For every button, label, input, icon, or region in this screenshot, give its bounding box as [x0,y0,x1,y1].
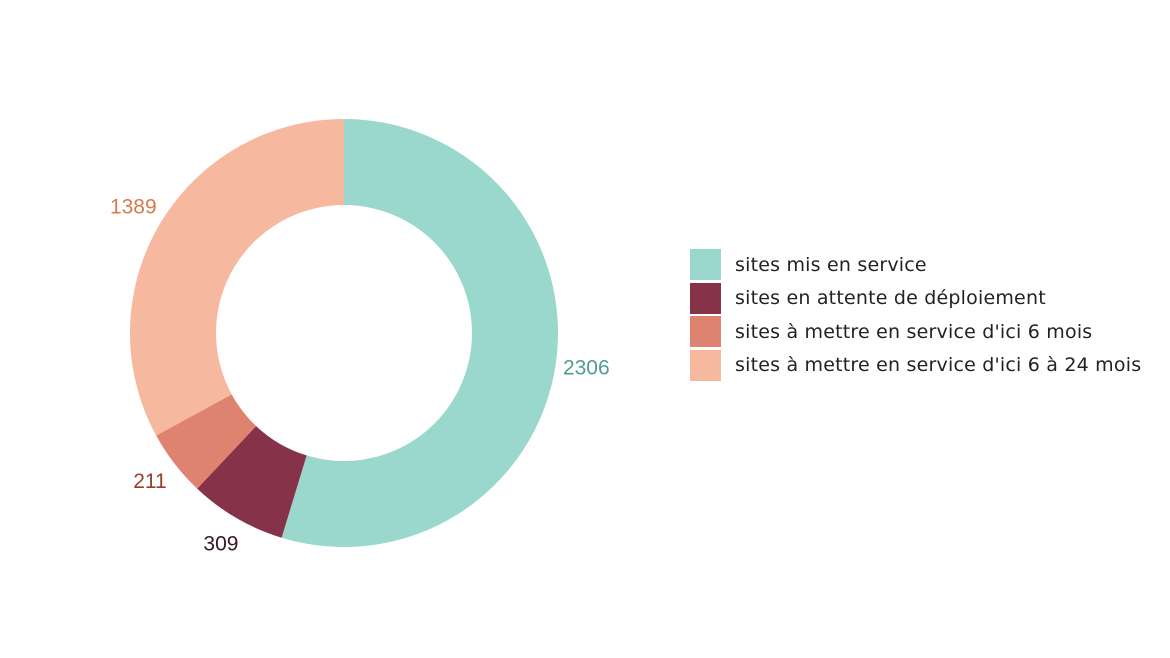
slice-sites-mis-en-service [281,119,558,547]
donut-chart: 2306 309 211 1389 [110,119,610,556]
legend-item-sites-en-attente-de-deploiement: sites en attente de déploiement [690,282,1141,316]
legend-swatch [690,282,721,314]
donut-slices [130,119,558,547]
chart-legend: sites mis en service sites en attente de … [690,248,1141,382]
legend-label: sites à mettre en service d'ici 6 mois [735,320,1093,343]
value-label-sites-en-attente-de-deploiement: 309 [203,532,238,555]
value-label-sites-mis-en-service: 2306 [563,357,610,380]
legend-label: sites mis en service [735,253,927,276]
legend-swatch [690,316,721,348]
legend-swatch [690,349,721,381]
slice-sites-en-attente-de-deploiement [197,426,307,538]
legend-item-sites-a-mettre-en-service-d-ici-6-mois: sites à mettre en service d'ici 6 mois [690,315,1141,349]
legend-label: sites à mettre en service d'ici 6 à 24 m… [735,354,1142,377]
slice-sites-a-mettre-en-service-d-ici-6-mois [156,394,257,489]
value-labels: 2306 309 211 1389 [110,196,610,556]
legend-swatch [690,249,721,281]
legend-label: sites en attente de déploiement [735,287,1046,310]
legend-item-sites-mis-en-service: sites mis en service [690,248,1141,282]
slice-sites-a-mettre-en-service-d-ici-6-a-24-mois [130,119,344,436]
legend-item-sites-a-mettre-en-service-d-ici-6-a-24-mois: sites à mettre en service d'ici 6 à 24 m… [690,349,1141,383]
value-label-sites-a-mettre-en-service-d-ici-6-mois: 211 [133,470,166,493]
value-label-sites-a-mettre-en-service-d-ici-6-a-24-mois: 1389 [110,196,157,219]
